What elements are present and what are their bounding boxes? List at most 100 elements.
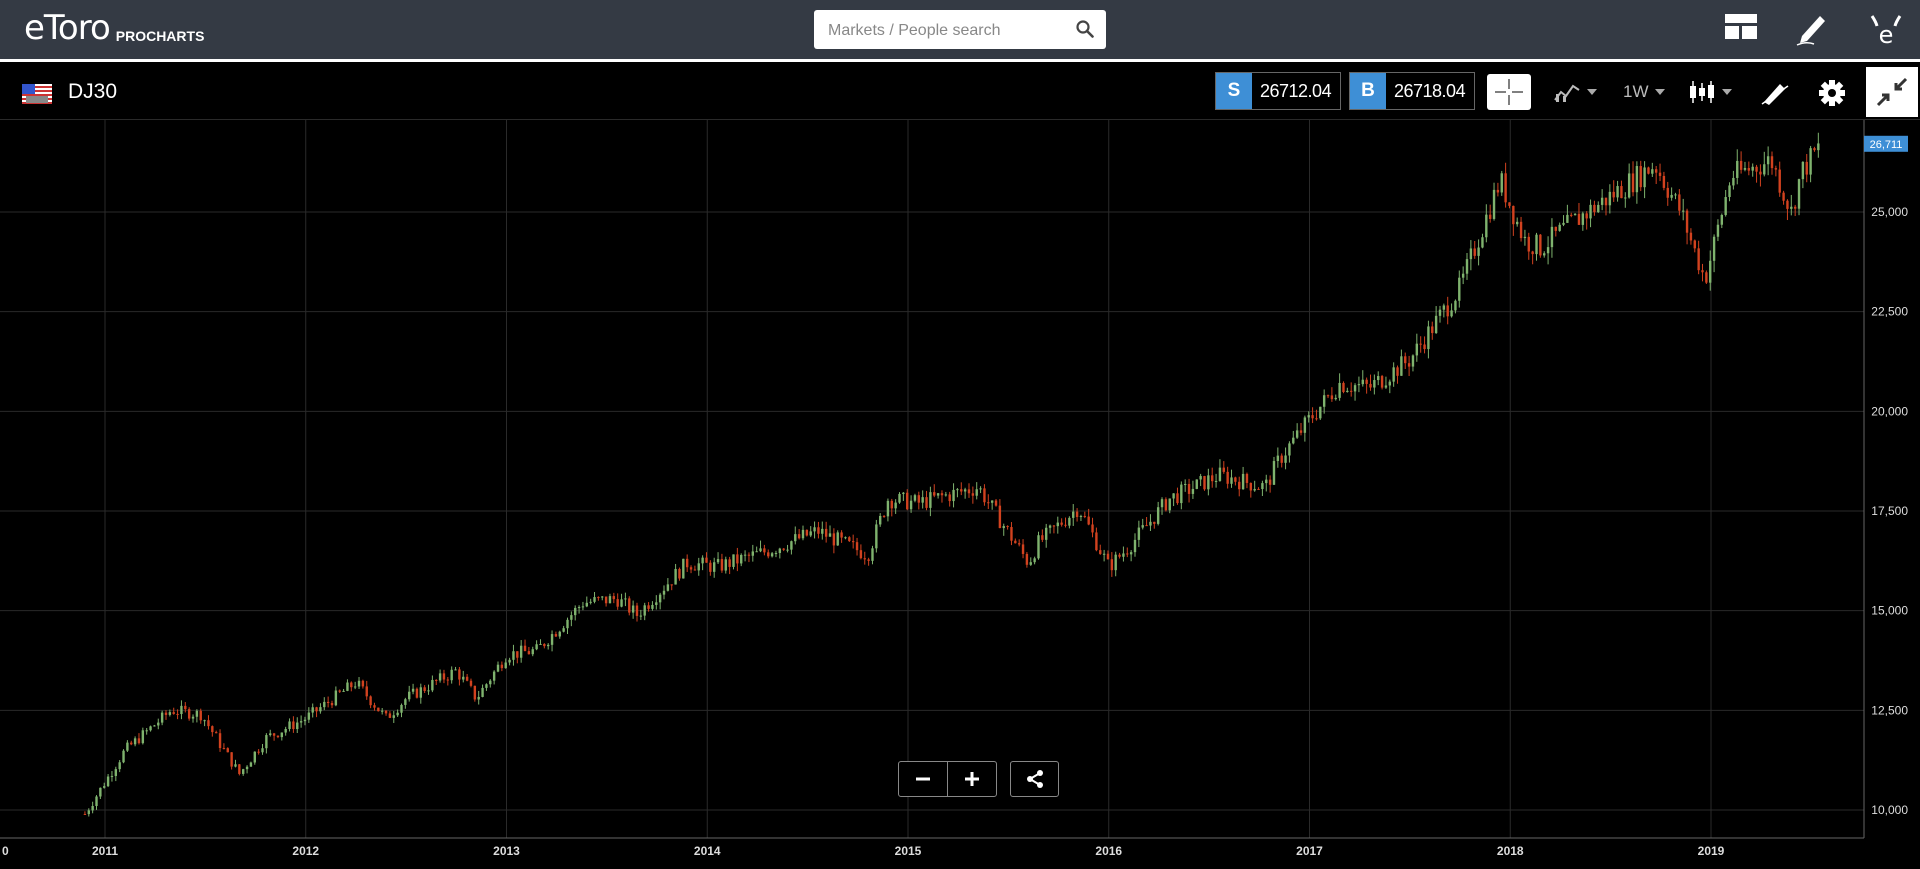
candle-body bbox=[1662, 175, 1666, 188]
y-tick-label: 15,000 bbox=[1871, 604, 1908, 618]
drawing-tools-icon[interactable] bbox=[1760, 78, 1790, 106]
candle-body bbox=[921, 497, 924, 503]
candle-body bbox=[539, 643, 542, 645]
candle-body bbox=[747, 554, 751, 556]
candle-body bbox=[1211, 475, 1214, 482]
candle-body bbox=[1485, 214, 1488, 238]
candle-body bbox=[898, 493, 901, 503]
sell-tag: S bbox=[1216, 73, 1252, 109]
candle-body bbox=[1048, 525, 1052, 528]
candle-body bbox=[1508, 202, 1511, 206]
zoom-out-button[interactable] bbox=[898, 761, 948, 797]
candle-body bbox=[365, 686, 368, 697]
candle-body bbox=[1091, 524, 1094, 533]
candle-body bbox=[1562, 222, 1565, 225]
candle-body bbox=[176, 713, 179, 715]
candle-body bbox=[1573, 213, 1577, 216]
candle-body bbox=[1631, 173, 1635, 193]
candle-body bbox=[141, 730, 145, 744]
sell-button[interactable]: S 26712.04 bbox=[1215, 72, 1341, 110]
candle-body bbox=[794, 534, 797, 542]
candle-body bbox=[1068, 517, 1071, 526]
candle-body bbox=[1651, 169, 1654, 174]
candle-body bbox=[1477, 247, 1480, 256]
candle-body bbox=[164, 712, 168, 715]
candle-body bbox=[516, 651, 519, 658]
candle-body bbox=[1658, 172, 1662, 176]
candle-body bbox=[1763, 164, 1766, 175]
candle-body bbox=[879, 515, 882, 525]
candle-body bbox=[979, 488, 982, 490]
candle-body bbox=[848, 537, 851, 542]
chart-type-dropdown[interactable] bbox=[1688, 74, 1732, 110]
candle-body bbox=[1288, 443, 1291, 456]
candle-body bbox=[1442, 305, 1446, 310]
candle-body bbox=[577, 607, 581, 609]
candle-body bbox=[1701, 270, 1704, 273]
candle-body bbox=[1566, 214, 1569, 223]
collapse-button[interactable] bbox=[1866, 67, 1918, 117]
candle-body bbox=[929, 492, 932, 508]
candle-body bbox=[469, 680, 473, 686]
candle-body bbox=[1589, 204, 1592, 219]
candle-body bbox=[1473, 248, 1476, 256]
candle-body bbox=[1025, 553, 1029, 565]
candle-body bbox=[1392, 367, 1395, 382]
candle-body bbox=[882, 515, 886, 517]
candle-body bbox=[226, 748, 229, 753]
etoro-avatar-icon[interactable]: e bbox=[1868, 12, 1904, 48]
candle-body bbox=[83, 813, 87, 815]
candle-body bbox=[1786, 200, 1789, 209]
y-tick-label: 12,500 bbox=[1871, 703, 1908, 717]
candle-body bbox=[296, 722, 299, 730]
price-chart[interactable]: 10,000 12,500 15,000 17,500 20,000 22,500 25,0… bbox=[0, 120, 1920, 869]
indicators-button[interactable] bbox=[1553, 74, 1597, 110]
candle-body bbox=[1191, 488, 1195, 494]
candle-body bbox=[1492, 189, 1496, 219]
candle-body bbox=[153, 725, 156, 727]
candle-body bbox=[1295, 430, 1299, 438]
candle-body bbox=[404, 699, 407, 705]
candle-body bbox=[593, 597, 596, 602]
y-tick-label: 25,000 bbox=[1871, 205, 1908, 219]
candle-body bbox=[1338, 382, 1341, 398]
candle-body bbox=[1021, 544, 1025, 554]
layout-icon[interactable] bbox=[1724, 12, 1758, 42]
candle-body bbox=[427, 690, 430, 692]
gear-icon[interactable] bbox=[1818, 79, 1846, 107]
x-tick-label: 2013 bbox=[493, 844, 520, 858]
etoro-logo[interactable]: eToro PROCHARTS bbox=[24, 8, 204, 48]
us-flag-icon bbox=[22, 84, 52, 104]
candle-body bbox=[504, 662, 507, 669]
candle-body bbox=[894, 502, 897, 509]
candle-body bbox=[616, 599, 619, 607]
candle-body bbox=[1431, 326, 1434, 334]
candle-body bbox=[1114, 554, 1117, 571]
candle-body bbox=[1369, 383, 1372, 388]
candle-body bbox=[1751, 166, 1754, 171]
crosshair-button[interactable] bbox=[1487, 74, 1531, 110]
candle-body bbox=[956, 489, 959, 491]
x-tick-label: 2018 bbox=[1497, 844, 1524, 858]
candle-body bbox=[712, 562, 716, 572]
search-input[interactable] bbox=[814, 10, 1070, 51]
candle-body bbox=[770, 553, 774, 557]
candle-body bbox=[1500, 173, 1503, 193]
buy-button[interactable]: B 26718.04 bbox=[1349, 72, 1475, 110]
pencil-icon[interactable] bbox=[1794, 10, 1830, 48]
candle-body bbox=[1087, 516, 1090, 525]
candle-body bbox=[1427, 326, 1430, 350]
candle-body bbox=[952, 489, 955, 502]
x-tick-label: 2019 bbox=[1698, 844, 1725, 858]
candle-body bbox=[836, 532, 839, 546]
candle-body bbox=[1099, 550, 1102, 554]
candle-body bbox=[1481, 237, 1484, 248]
candle-body bbox=[940, 493, 944, 496]
candle-body bbox=[1176, 493, 1179, 504]
search-icon[interactable] bbox=[1076, 20, 1094, 38]
timeframe-dropdown[interactable]: 1W bbox=[1623, 74, 1665, 110]
last-price-marker bbox=[1864, 135, 1908, 152]
zoom-in-button[interactable] bbox=[947, 761, 997, 797]
candle-body bbox=[990, 500, 994, 503]
share-button[interactable] bbox=[1010, 761, 1059, 797]
